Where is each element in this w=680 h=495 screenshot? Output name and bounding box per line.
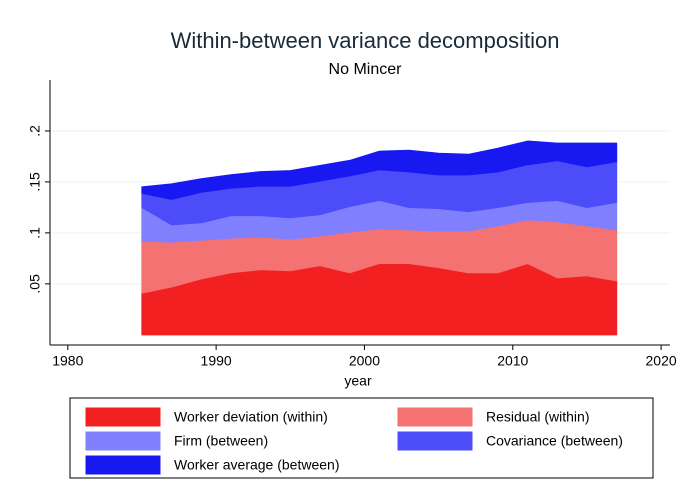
legend-label: Worker deviation (within) bbox=[174, 409, 328, 425]
x-tick-label: 2010 bbox=[497, 353, 528, 369]
legend-swatch bbox=[397, 431, 473, 451]
y-tick-label: .15 bbox=[27, 172, 43, 192]
legend-label: Covariance (between) bbox=[486, 433, 623, 449]
y-tick-label: .2 bbox=[27, 125, 43, 137]
area bbox=[141, 140, 618, 200]
x-tick-label: 2000 bbox=[349, 353, 380, 369]
x-tick-label: 2020 bbox=[646, 353, 677, 369]
chart-subtitle: No Mincer bbox=[329, 61, 403, 78]
legend-label: Firm (between) bbox=[174, 433, 268, 449]
x-tick-label: 1980 bbox=[52, 353, 83, 369]
legend-label: Residual (within) bbox=[486, 409, 589, 425]
legend-swatch bbox=[85, 431, 161, 451]
chart-title: Within-between variance decomposition bbox=[171, 28, 560, 53]
legend-swatch bbox=[85, 455, 161, 475]
legend-swatch bbox=[397, 407, 473, 427]
legend-swatch bbox=[85, 407, 161, 427]
y-tick-label: .1 bbox=[27, 227, 43, 239]
x-tick-label: 1990 bbox=[201, 353, 232, 369]
legend-label: Worker average (between) bbox=[174, 457, 339, 473]
legend-box bbox=[69, 397, 654, 479]
x-axis-label: year bbox=[344, 373, 372, 389]
y-tick-label: .05 bbox=[27, 274, 43, 294]
